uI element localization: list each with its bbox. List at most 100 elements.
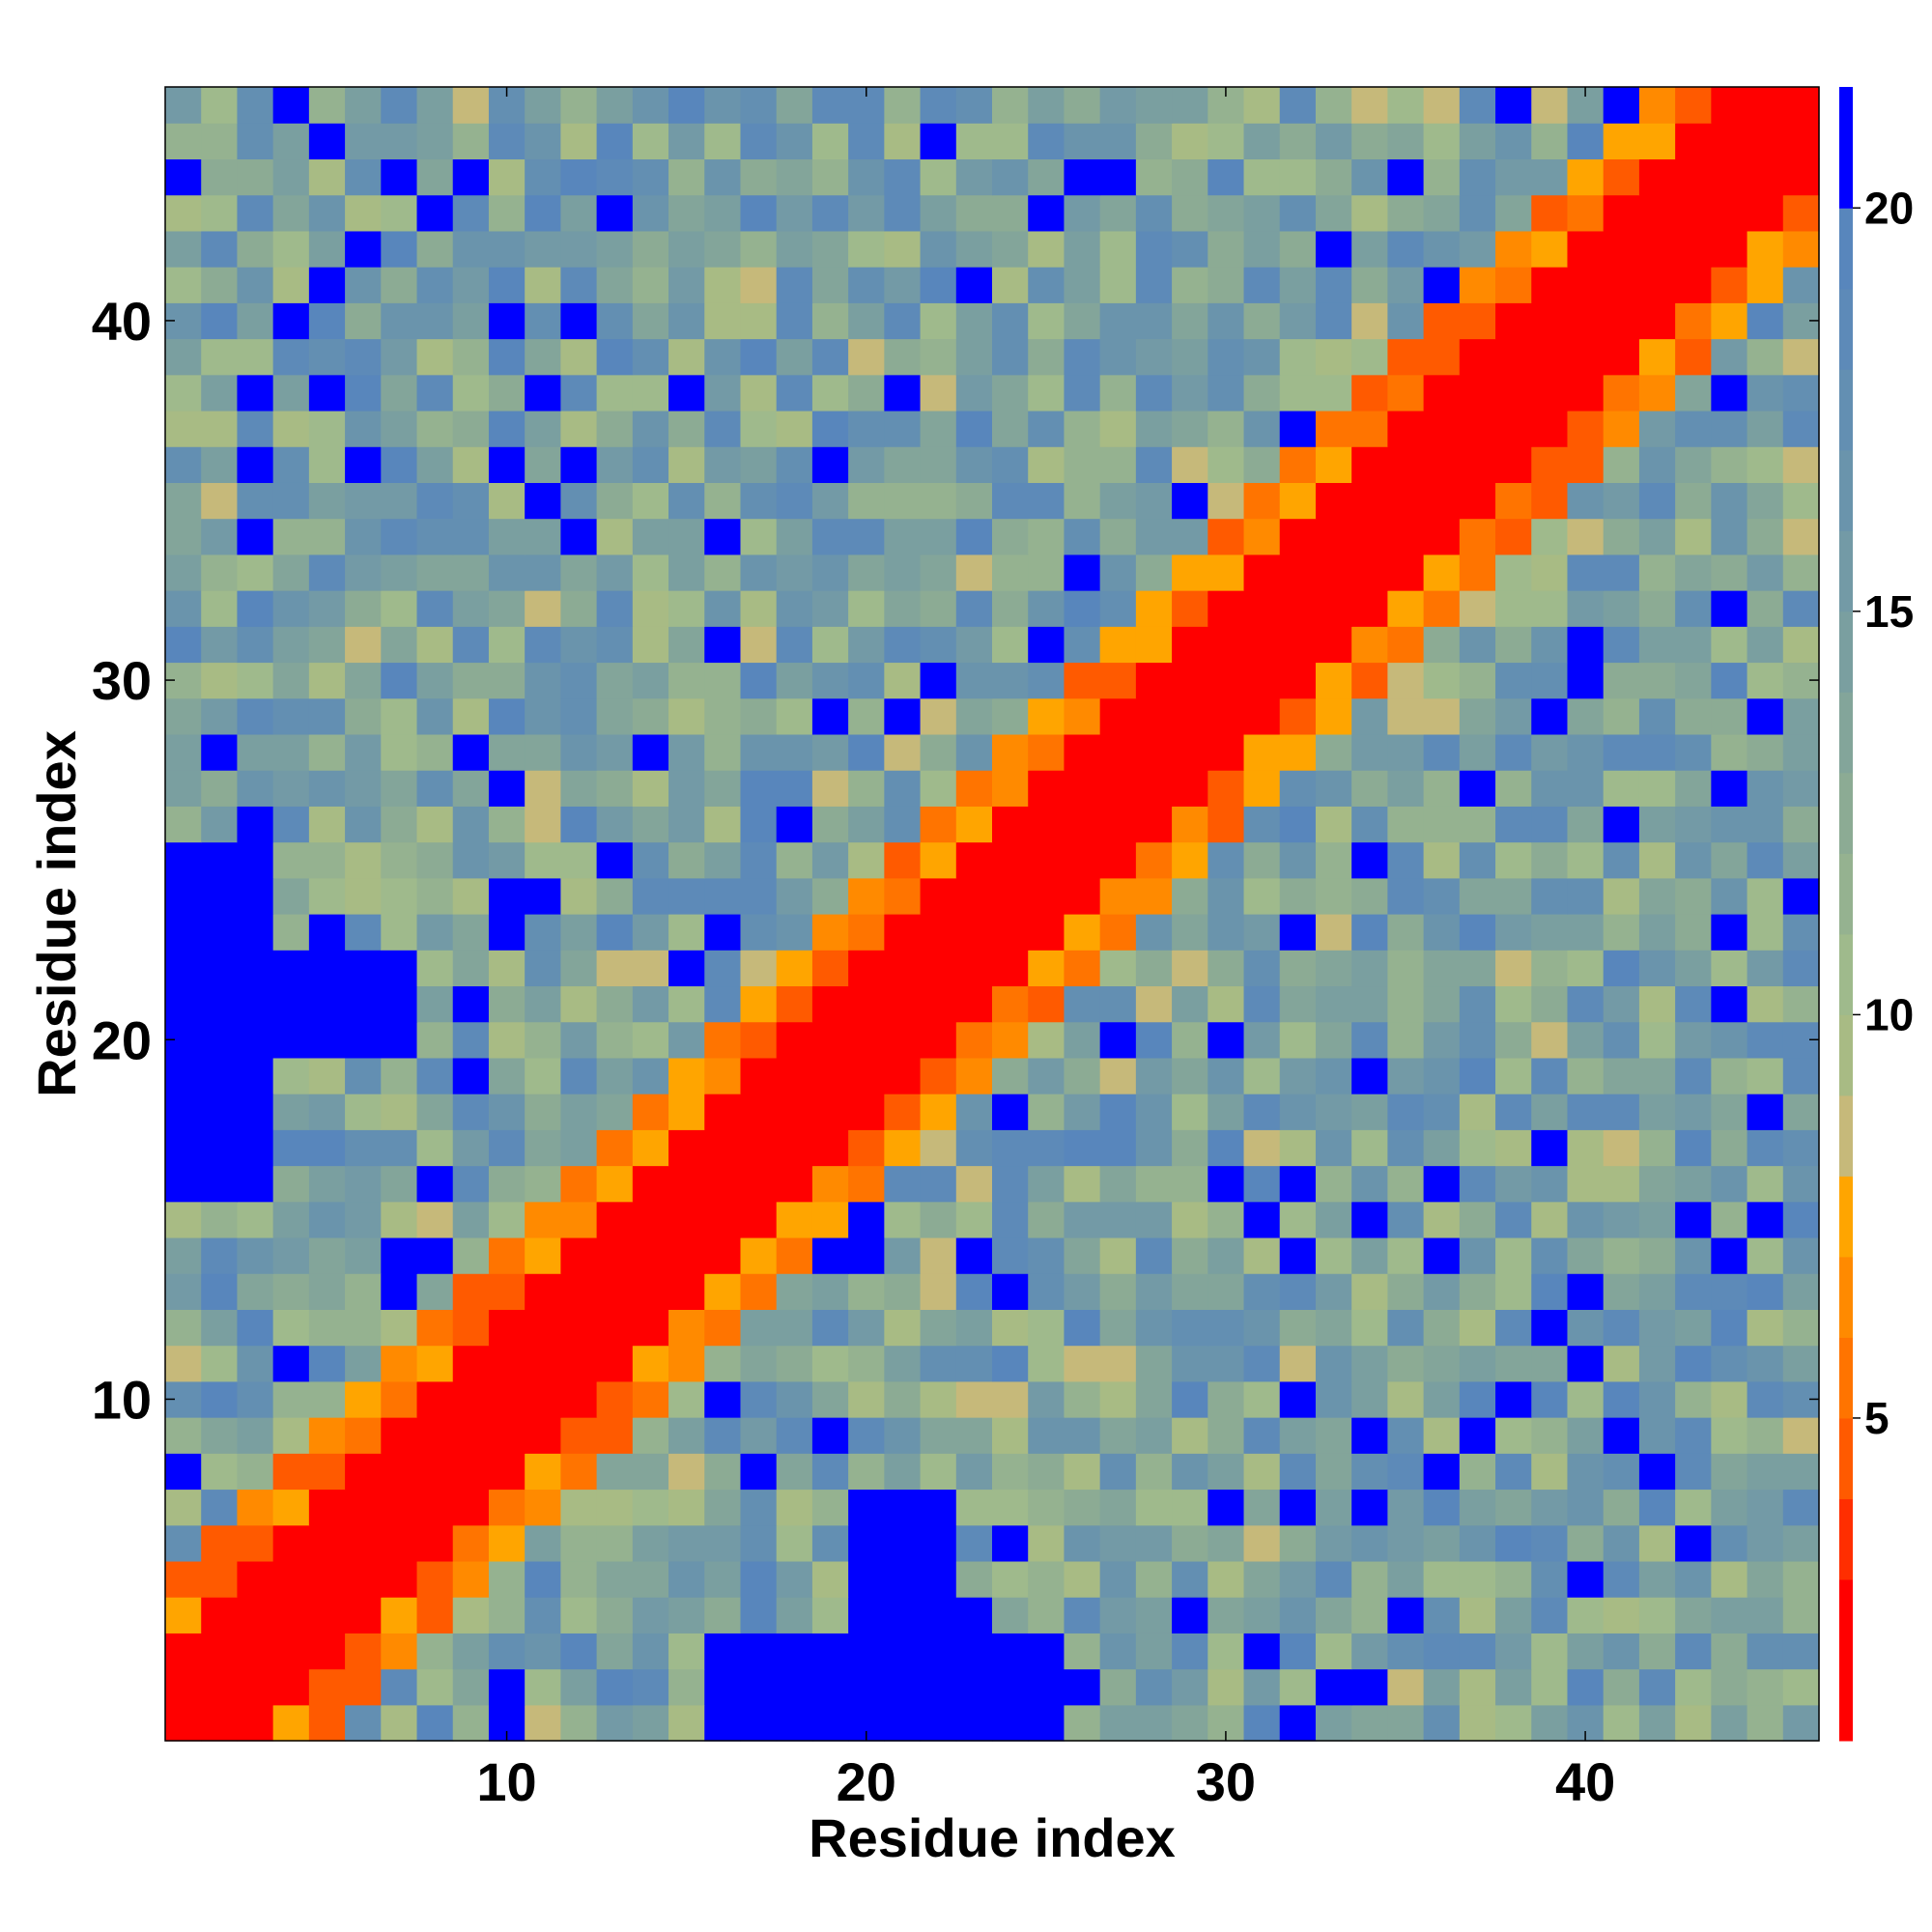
colorbar-tick-label: 5: [1864, 1393, 1889, 1443]
heatmap-cell: [1315, 158, 1352, 196]
heatmap-cell: [596, 662, 634, 699]
heatmap-cell: [1747, 806, 1784, 843]
heatmap-cell: [416, 1129, 454, 1167]
heatmap-cell: [525, 1489, 561, 1526]
heatmap-cell: [596, 985, 634, 1023]
heatmap-cell: [1351, 1524, 1388, 1562]
heatmap-cell: [1351, 841, 1388, 879]
heatmap-cell: [1028, 877, 1065, 915]
heatmap-cell: [1135, 554, 1173, 591]
heatmap-cell: [1099, 1633, 1137, 1670]
heatmap-cell: [1387, 1417, 1425, 1454]
heatmap-cell: [955, 230, 993, 268]
heatmap-cell: [1638, 733, 1676, 771]
heatmap-cell: [525, 806, 561, 843]
heatmap-cell: [1638, 1129, 1676, 1167]
heatmap-cell: [668, 1094, 705, 1130]
heatmap-cell: [488, 1057, 526, 1094]
heatmap-cell: [668, 123, 705, 160]
heatmap-cell: [740, 194, 778, 232]
heatmap-cell: [416, 662, 454, 699]
heatmap-cell: [1172, 1345, 1208, 1382]
heatmap-cell: [1747, 877, 1784, 915]
heatmap-cell: [1135, 194, 1173, 232]
heatmap-cell: [1495, 806, 1532, 843]
heatmap-cell: [165, 123, 202, 160]
heatmap-cell: [1711, 123, 1748, 160]
heatmap-cell: [920, 697, 957, 735]
heatmap-cell: [1675, 733, 1712, 771]
heatmap-cell: [740, 697, 778, 735]
heatmap-cell: [1099, 1453, 1137, 1491]
heatmap-cell: [381, 770, 418, 807]
heatmap-cell: [776, 985, 813, 1023]
heatmap-cell: [704, 410, 742, 447]
heatmap-cell: [1099, 662, 1137, 699]
heatmap-cell: [1279, 1129, 1317, 1167]
heatmap-cell: [776, 914, 813, 951]
heatmap-cell: [1243, 410, 1281, 447]
heatmap-cell: [1531, 374, 1569, 412]
heatmap-cell: [525, 1309, 561, 1347]
heatmap-cell: [1423, 806, 1461, 843]
heatmap-cell: [1567, 1560, 1605, 1598]
heatmap-cell: [1315, 518, 1352, 555]
heatmap-cell: [848, 841, 885, 879]
heatmap-cell: [1495, 985, 1532, 1023]
heatmap-cell: [668, 1489, 705, 1526]
heatmap-cell: [955, 1704, 993, 1742]
heatmap-cell: [1747, 302, 1784, 340]
heatmap-cell: [308, 1524, 346, 1562]
heatmap-cell: [381, 626, 418, 664]
heatmap-cell: [201, 914, 239, 951]
heatmap-cell: [488, 1094, 526, 1130]
heatmap-cell: [1567, 1524, 1605, 1562]
heatmap-cell: [525, 338, 561, 376]
heatmap-cell: [992, 985, 1029, 1023]
heatmap-cell: [632, 1524, 669, 1562]
heatmap-cell: [596, 1021, 634, 1059]
heatmap-cell: [1531, 446, 1569, 483]
heatmap-cell: [884, 1273, 922, 1310]
heatmap-cell: [1208, 158, 1245, 196]
heatmap-cell: [1603, 1417, 1640, 1454]
heatmap-cell: [632, 697, 669, 735]
heatmap-cell: [1099, 1057, 1137, 1094]
heatmap-cell: [1459, 482, 1496, 520]
heatmap-cell: [811, 1380, 849, 1418]
heatmap-cell: [560, 1597, 598, 1634]
heatmap-cell: [668, 1560, 705, 1598]
heatmap-cell: [1315, 230, 1352, 268]
heatmap-cell: [452, 626, 490, 664]
heatmap-cell: [452, 302, 490, 340]
heatmap-cell: [740, 410, 778, 447]
heatmap-cell: [1567, 1380, 1605, 1418]
heatmap-cell: [992, 554, 1029, 591]
heatmap-cell: [272, 87, 310, 124]
heatmap-cell: [1782, 626, 1820, 664]
heatmap-cell: [1459, 518, 1496, 555]
colorbar-segment: [1839, 1337, 1853, 1419]
heatmap-cell: [740, 267, 778, 303]
heatmap-cell: [1495, 1704, 1532, 1742]
heatmap-cell: [1459, 590, 1496, 627]
heatmap-cell: [1531, 302, 1569, 340]
heatmap-cell: [237, 1165, 274, 1203]
heatmap-cell: [884, 877, 922, 915]
heatmap-cell: [1495, 1021, 1532, 1059]
heatmap-cell: [1028, 446, 1065, 483]
heatmap-cell: [1638, 950, 1676, 987]
heatmap-cell: [596, 806, 634, 843]
heatmap-cell: [416, 194, 454, 232]
heatmap-cell: [452, 1236, 490, 1274]
heatmap-cell: [955, 1273, 993, 1310]
heatmap-cell: [1567, 770, 1605, 807]
heatmap-cell: [704, 590, 742, 627]
heatmap-cell: [1387, 1309, 1425, 1347]
heatmap-cell: [201, 1417, 239, 1454]
heatmap-cell: [165, 446, 202, 483]
heatmap-cell: [165, 697, 202, 735]
heatmap-cell: [1099, 1380, 1137, 1418]
heatmap-cell: [452, 1453, 490, 1491]
heatmap-cell: [596, 1380, 634, 1418]
